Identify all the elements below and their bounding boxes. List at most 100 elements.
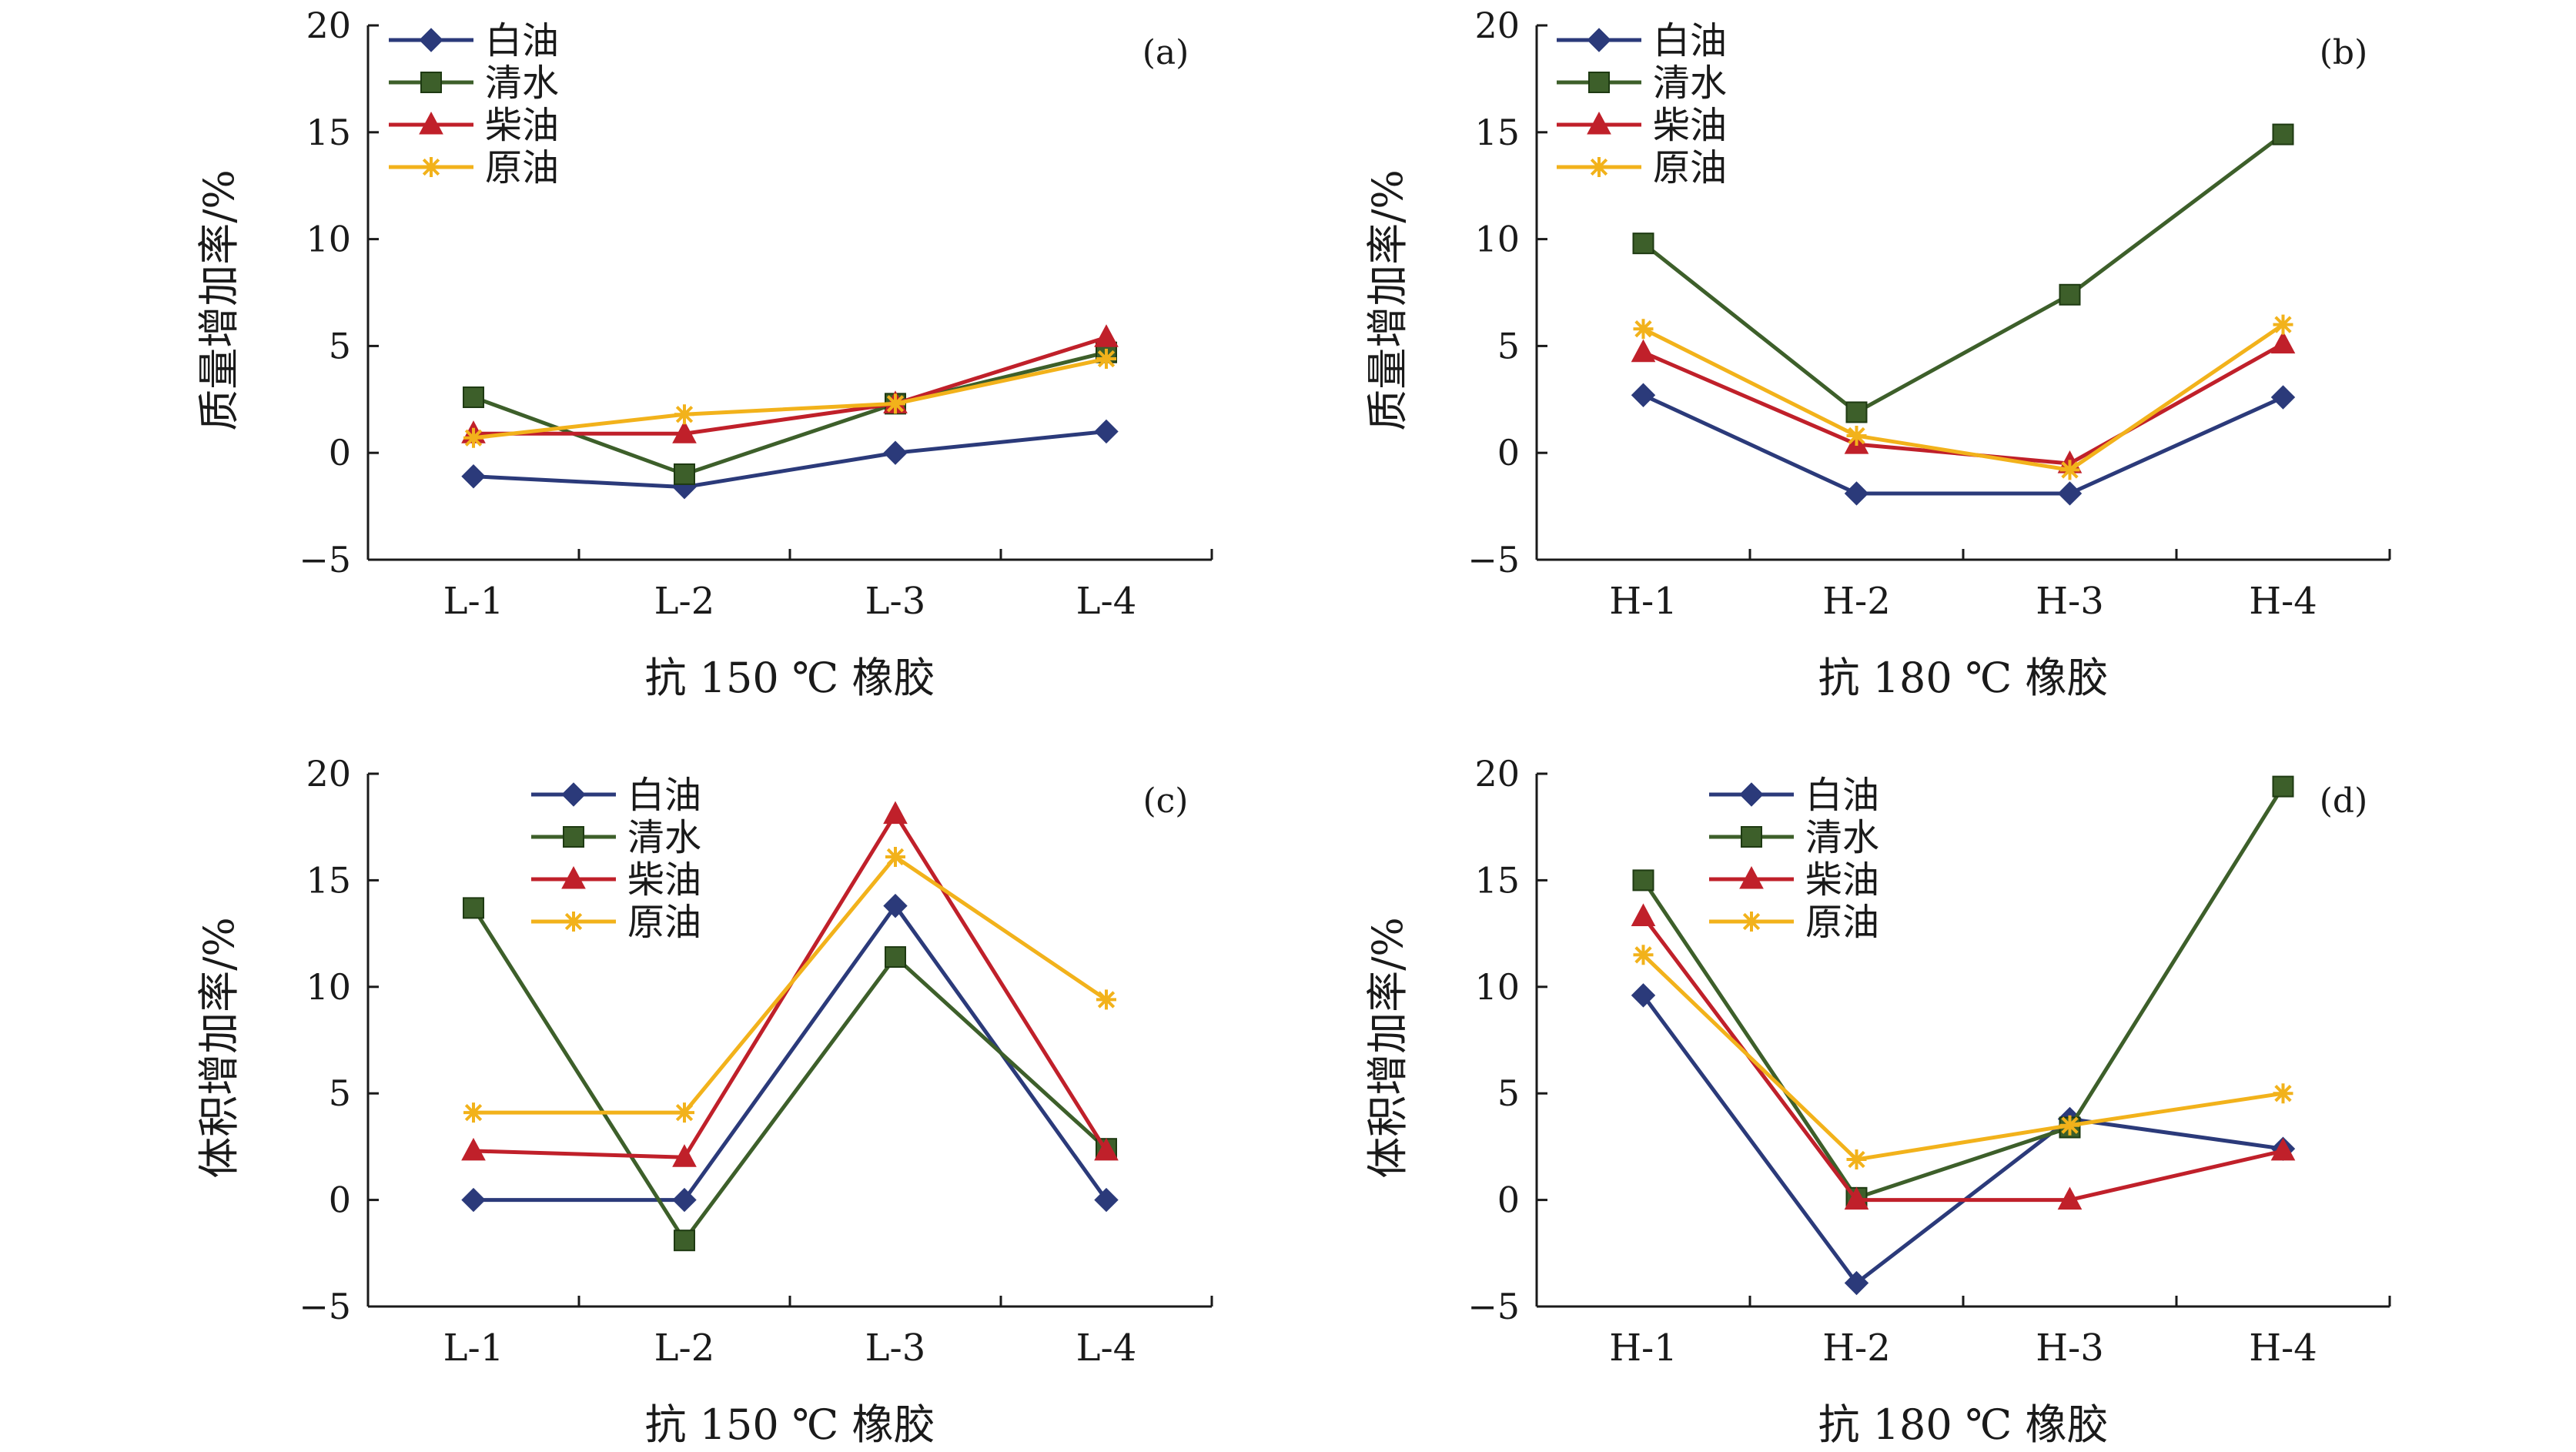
data-point-s4-2 [1846,425,1867,446]
data-point-s1-1 [1631,983,1656,1008]
x-tick-label: H-1 [1609,1327,1678,1370]
data-point-s3-3 [883,801,908,825]
data-point-s4-1 [1633,319,1654,340]
y-axis-title: 质量增加率/% [1363,169,1412,431]
series-line-1 [473,429,1107,490]
data-point-s3-4 [2270,1137,2296,1161]
data-point-s4-3 [885,846,905,867]
series-line-2 [1641,132,2285,414]
x-axis-title: 抗 150 ℃ 橡胶 [645,1400,935,1449]
legend-marker [1589,157,1609,177]
y-tick-label: 10 [1474,966,1520,1008]
series-line-1 [1641,994,2283,1286]
legend-marker [1588,72,1610,93]
chart-panel-1: 20 15 10 5 0 −5 L-1 L-2 L-3 L-4 抗 150 ℃ 橡胶 质量增加率/% (… [195,5,1213,702]
data-point-s4-3 [2059,460,2080,480]
series-line-4 [1642,323,2284,472]
x-tick-label: L-4 [1076,580,1137,623]
data-point-s1-4 [2270,385,2296,410]
legend-label: 清水 [627,816,701,859]
data-point-s1-4 [1094,419,1119,444]
data-point-s2-1 [1632,233,1654,255]
data-point-s3-3 [2057,1186,2083,1210]
legend-marker [419,28,443,52]
data-point-s1-3 [883,893,908,918]
y-tick-label: 10 [306,966,351,1008]
y-tick-label: 15 [1474,859,1520,901]
data-point-s4-2 [1846,1149,1867,1170]
x-tick-label: L-2 [654,580,715,623]
data-point-s4-4 [1096,989,1116,1010]
y-tick-label: 0 [1497,1179,1520,1221]
data-point-s2-1 [463,897,484,919]
data-point-s2-3 [2059,283,2081,306]
y-tick-label: −5 [1467,539,1520,580]
legend-marker [563,826,584,848]
x-tick-label: H-2 [1822,580,1891,623]
legend-marker [1741,826,1762,848]
data-point-s2-2 [674,1230,695,1252]
data-point-s3-2 [1844,1186,1869,1210]
data-point-s3-2 [672,1144,697,1167]
data-point-s3-1 [1631,903,1656,926]
data-point-s4-3 [2059,1115,2080,1136]
series-line-3 [1641,915,2284,1203]
y-tick-label: 5 [1497,1072,1520,1114]
data-point-s2-2 [1845,401,1868,423]
y-tick-label: 20 [1474,5,1520,46]
legend-marker [564,912,584,932]
data-point-s1-4 [1094,1187,1119,1213]
y-tick-label: 15 [306,112,351,153]
legend-label: 柴油 [627,858,701,902]
data-point-s1-2 [672,1187,697,1213]
data-point-s1-3 [2057,481,2083,506]
legend-label: 柴油 [485,104,559,147]
y-tick-label: 0 [329,1179,351,1221]
panel-label: (b) [2320,33,2368,72]
series-line-2 [471,907,1108,1243]
legend-marker [421,157,441,177]
panel-label: (d) [2320,781,2368,821]
series-line-3 [473,335,1107,436]
legend-label: 原油 [627,901,701,944]
legend-marker [1739,865,1764,889]
y-tick-label: 15 [306,859,351,901]
series-line-2 [473,350,1107,477]
data-point-s1-1 [1631,383,1656,407]
chart-panel-2: 20 15 10 5 0 −5 H-1 H-2 H-3 H-4 抗 180 ℃ 橡胶 质量增加率/% (… [1363,5,2391,702]
legend-label: 清水 [1653,62,1727,105]
data-point-s3-4 [2270,330,2296,354]
x-tick-label: L-2 [654,1327,715,1370]
x-tick-label: L-3 [865,1327,926,1370]
data-point-s4-2 [674,1102,694,1123]
legend-label: 柴油 [1653,104,1727,147]
x-axis-title: 抗 180 ℃ 橡胶 [1818,654,2109,702]
x-tick-label: L-4 [1076,1327,1137,1370]
legend-marker [1587,111,1611,135]
chart-panel-4: 20 15 10 5 0 −5 H-1 H-2 H-3 H-4 抗 180 ℃ 橡胶 体积增加率/% (… [1363,753,2391,1449]
legend-marker [1587,28,1611,52]
x-tick-label: H-4 [2249,1327,2317,1370]
data-point-s4-1 [463,1102,483,1123]
legend-marker [561,782,586,807]
data-point-s4-4 [1096,349,1116,370]
data-point-s4-1 [1633,945,1654,965]
data-point-s2-4 [2272,123,2294,146]
y-tick-label: 20 [306,5,351,46]
x-tick-label: L-1 [443,1327,504,1370]
data-point-s3-2 [672,420,697,443]
chart-panel-3: 20 15 10 5 0 −5 L-1 L-2 L-3 L-4 抗 150 ℃ 橡胶 体积增加率/% (… [195,753,1213,1449]
y-tick-label: 5 [1497,325,1520,366]
x-tick-label: H-1 [1609,580,1678,623]
y-axis-title: 体积增加率/% [1363,917,1412,1179]
y-tick-label: 5 [329,325,351,366]
series-line-1 [473,904,1109,1203]
y-tick-label: 20 [1474,753,1520,795]
legend-label: 白油 [1653,19,1727,62]
series-line-3 [1642,342,2284,466]
series-line-4 [473,855,1108,1115]
data-point-s2-1 [463,386,484,409]
legend-label: 白油 [1805,774,1879,817]
panel-label: (c) [1143,781,1189,821]
